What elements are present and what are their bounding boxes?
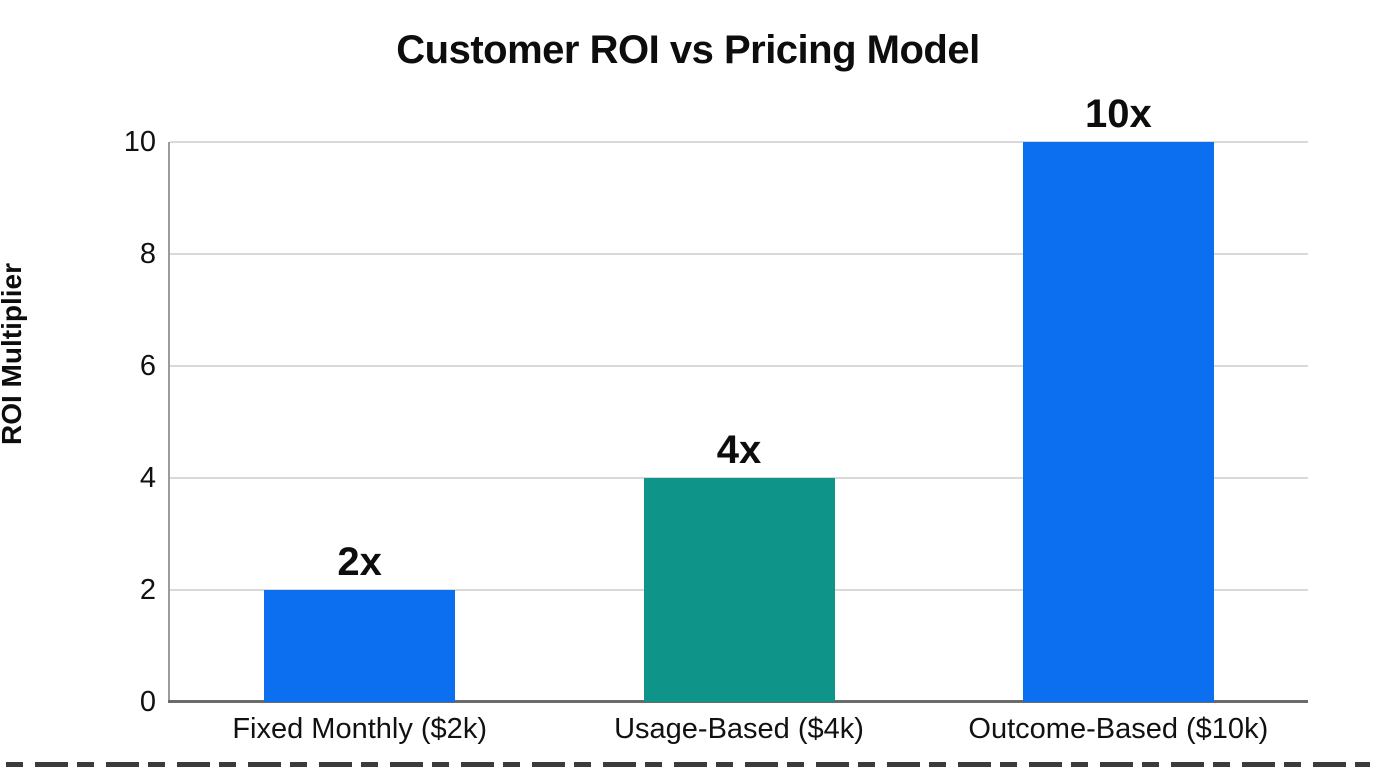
y-tick-label: 10 (123, 126, 156, 158)
chart-title: Customer ROI vs Pricing Model (396, 28, 980, 72)
cropped-text-remnant (6, 762, 1370, 767)
gridline (170, 365, 1308, 367)
gridline (170, 253, 1308, 255)
bar-value-label: 2x (337, 540, 382, 584)
gridline (170, 141, 1308, 143)
x-tick-label: Usage-Based ($4k) (614, 713, 864, 745)
x-tick-label: Outcome-Based ($10k) (968, 713, 1269, 745)
y-axis-line (168, 142, 170, 702)
y-tick-label: 4 (139, 462, 156, 494)
bar (264, 590, 456, 702)
y-tick-label: 8 (139, 238, 156, 270)
bar (1022, 142, 1214, 702)
bar-value-label: 4x (716, 428, 762, 472)
bar-value-label: 10x (1084, 92, 1152, 136)
bar (643, 478, 835, 702)
y-tick-label: 2 (139, 574, 156, 606)
y-tick-label: 0 (139, 686, 156, 718)
x-tick-label: Fixed Monthly ($2k) (232, 713, 487, 745)
y-tick-label: 6 (139, 350, 156, 382)
